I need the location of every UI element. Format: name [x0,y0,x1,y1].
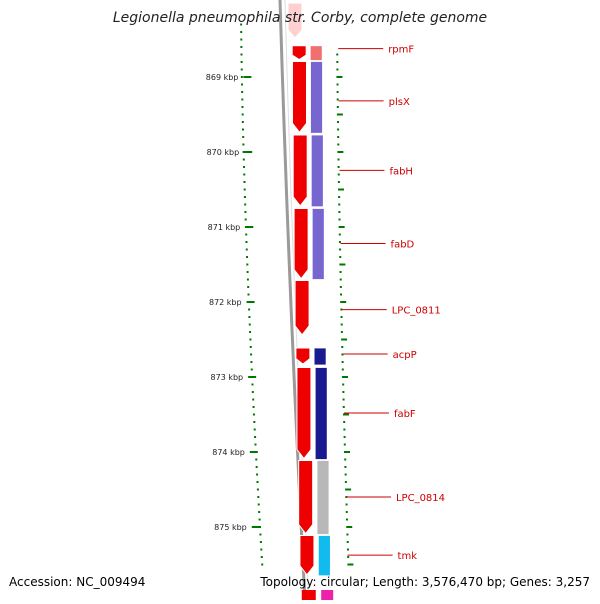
cog-band-acpP [313,347,327,366]
gene-arrow-rpmF[interactable] [291,45,307,61]
gene-label-LPC_0811[interactable]: LPC_0811 [392,306,441,317]
gene-arrow-next [301,590,316,600]
genome-title: Legionella pneumophila str. Corby, compl… [112,10,488,26]
scale-label-6: 875 kbp [214,523,247,532]
gene-label-fabH[interactable]: fabH [389,166,413,177]
scale-label-2: 871 kbp [208,223,241,232]
scale-label-3: 872 kbp [209,298,242,307]
cog-band-fabD [311,208,325,280]
cog-band-rpmF [309,45,323,61]
genome-summary-text: Topology: circular; Length: 3,576,470 bp… [260,575,590,589]
gene-label-LPC_0814[interactable]: LPC_0814 [396,493,445,504]
gene-label-acpP[interactable]: acpP [393,350,417,361]
cog-band-tmk [317,535,331,577]
gene-label-rpmF[interactable]: rpmF [388,45,414,56]
gene-arrow-acpP[interactable] [295,347,311,365]
gene-arrow-previous [287,2,303,39]
scale-label-0: 869 kbp [206,73,239,82]
cog-band-fabF [314,367,328,460]
gene-arrow-LPC_0811[interactable] [294,280,310,336]
gene-arrow-plsX[interactable] [291,61,307,134]
gene-arrow-fabH[interactable] [292,134,308,207]
gene-label-tmk[interactable]: tmk [398,551,418,562]
gene-label-fabF[interactable]: fabF [394,409,416,420]
gene-arrow-fabD[interactable] [293,208,309,280]
scale-label-4: 873 kbp [211,373,244,382]
cog-band-next [321,590,334,600]
cog-band-plsX [310,61,323,134]
gene-label-fabD[interactable]: fabD [391,240,415,251]
scale-label-5: 874 kbp [212,448,245,457]
gene-arrow-LPC_0814[interactable] [298,460,314,535]
cog-band-fabH [310,134,324,208]
gene-arrow-fabF[interactable] [296,367,312,460]
gene-arrow-tmk[interactable] [299,535,315,576]
cog-band-LPC_0814 [316,460,330,535]
scale-label-1: 870 kbp [207,148,240,157]
accession-text: Accession: NC_009494 [9,575,146,589]
gene-label-plsX[interactable]: plsX [389,97,410,108]
